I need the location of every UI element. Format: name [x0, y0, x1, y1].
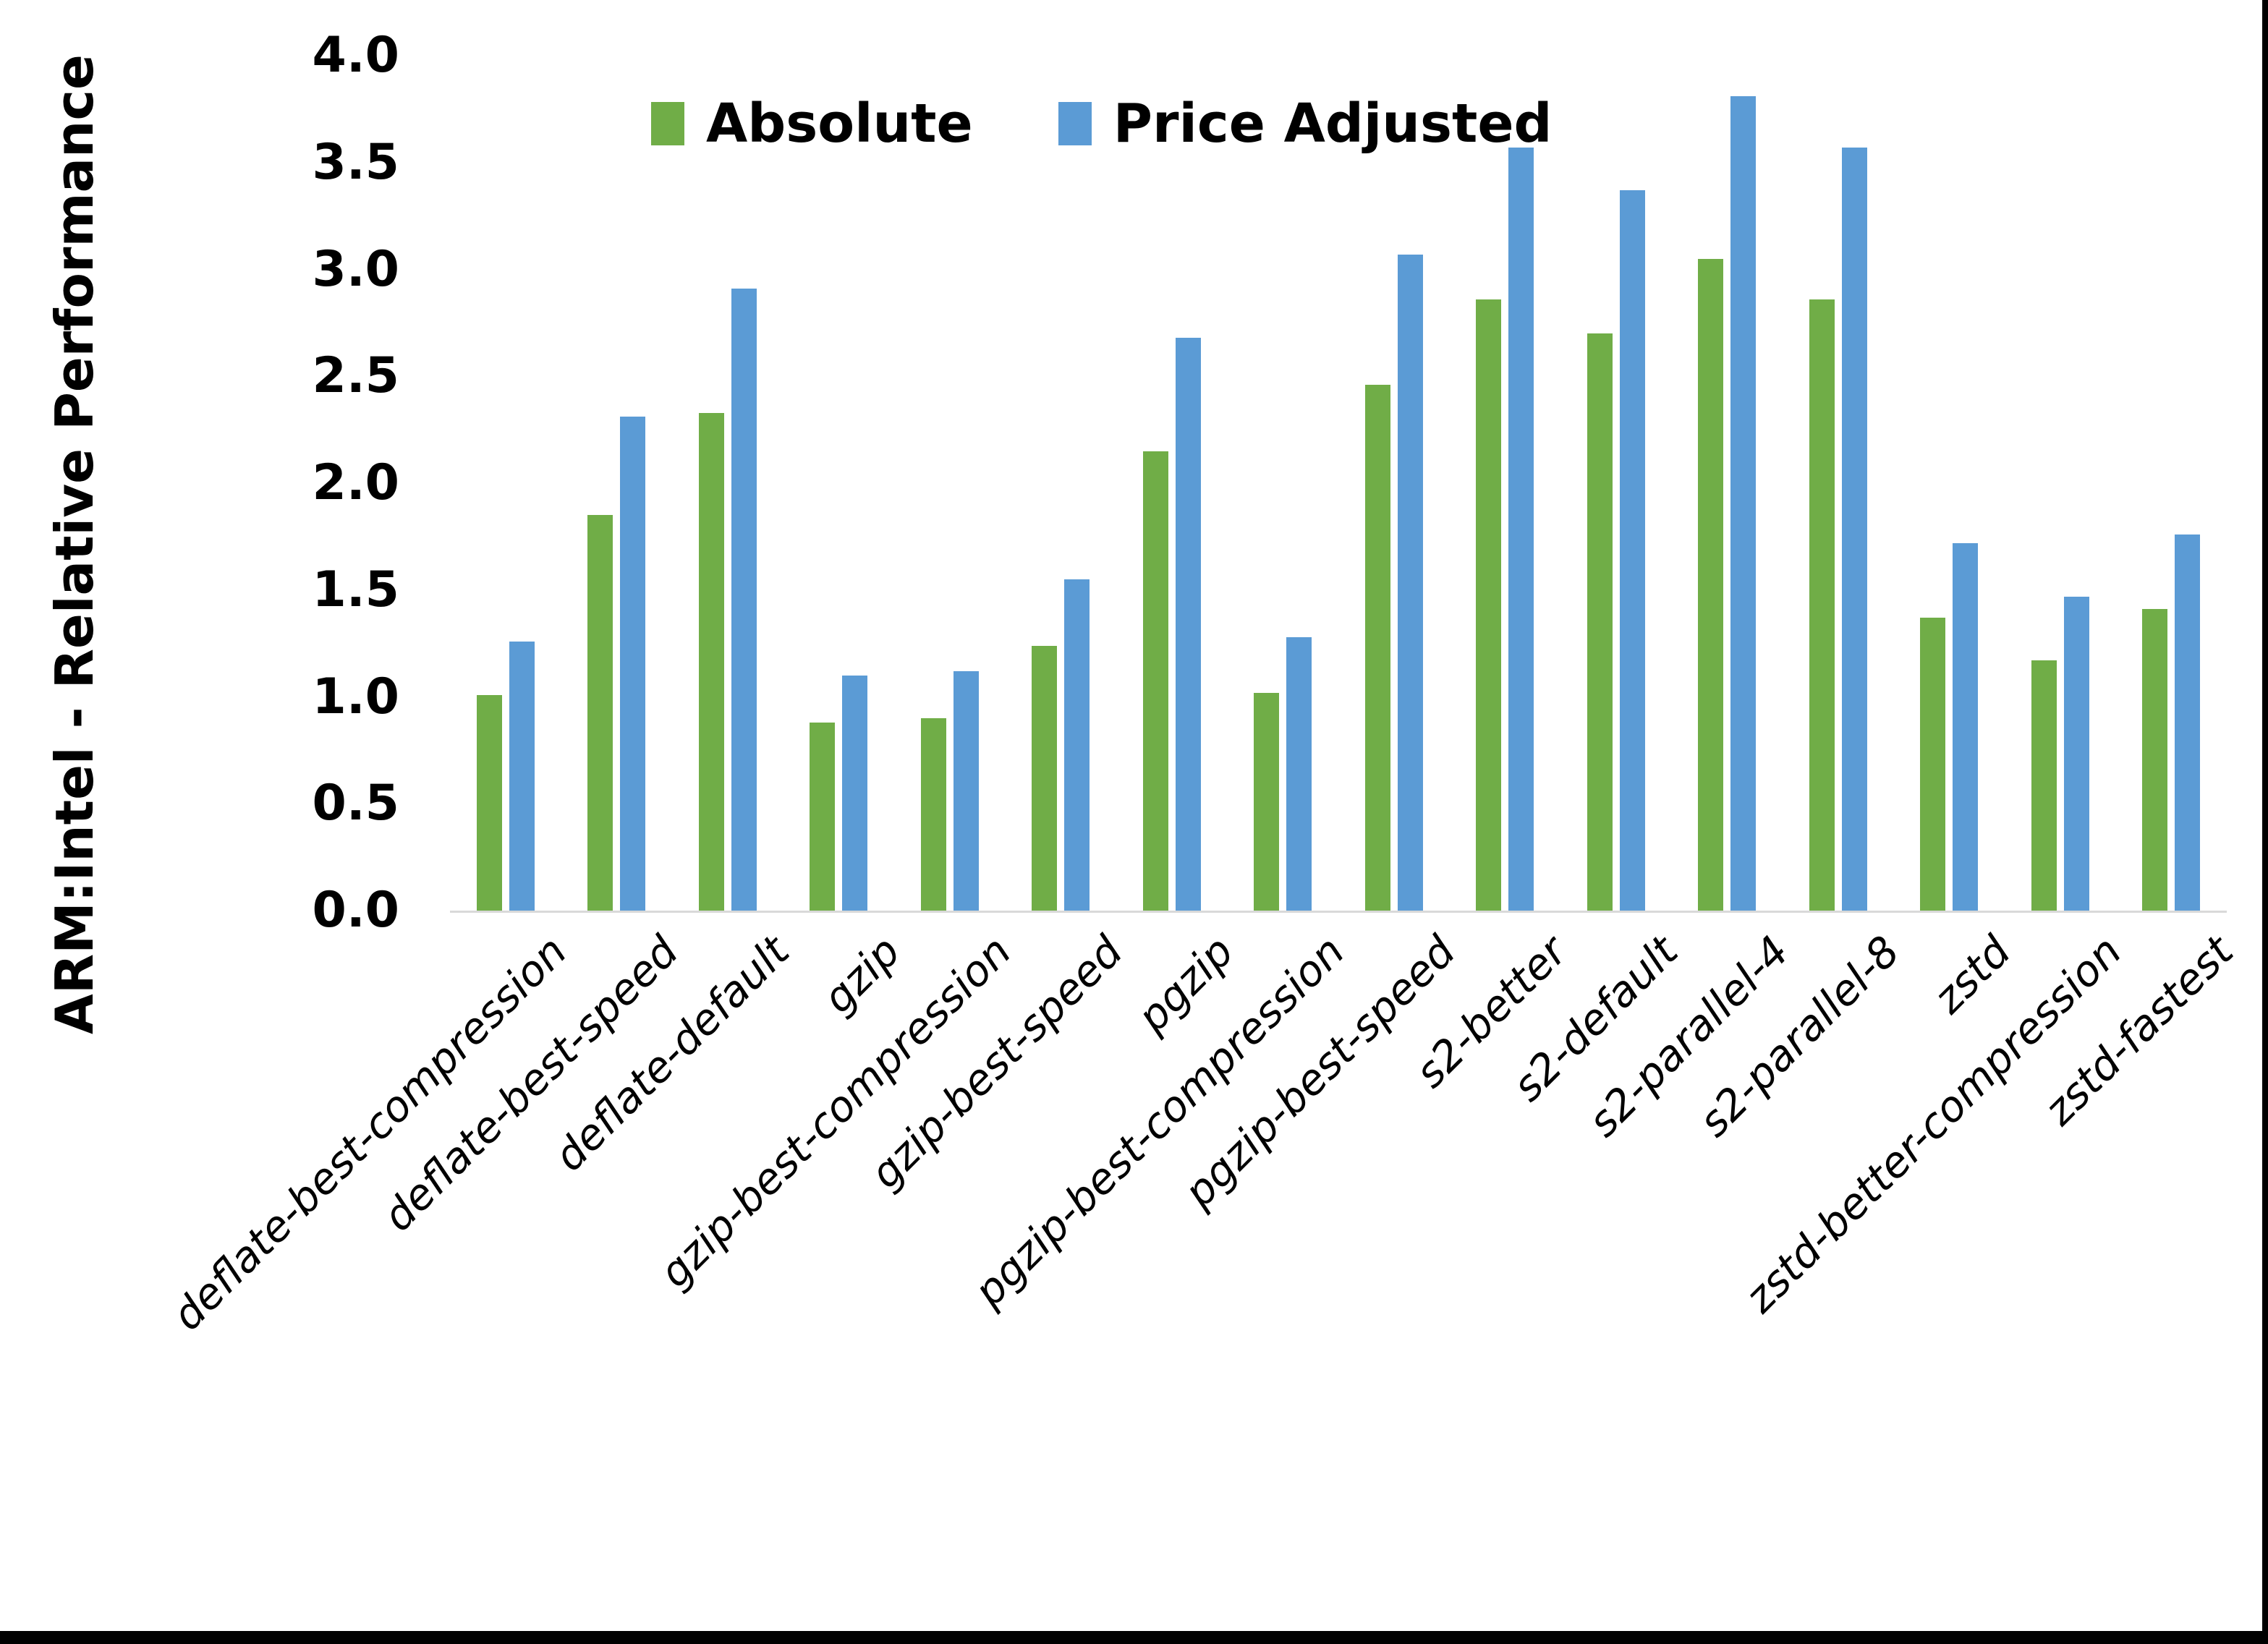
bar-absolute-s2-better [1476, 299, 1502, 911]
bar-price-adjusted-s2-better [1508, 148, 1534, 911]
bar-price-adjusted-zstd-better-compression [2063, 596, 2089, 911]
y-tick-label-0.5: 0.5 [312, 775, 399, 832]
y-tick-label-3.0: 3.0 [312, 240, 399, 298]
plot-area [450, 56, 2227, 913]
legend-item-absolute: Absolute [651, 93, 973, 155]
y-tick-label-1.0: 1.0 [312, 668, 399, 725]
bar-absolute-deflate-best-speed [587, 515, 613, 911]
legend: Absolute Price Adjusted [651, 93, 1553, 155]
legend-label-price-adjusted: Price Adjusted [1113, 93, 1553, 155]
bar-absolute-s2-default [1587, 333, 1613, 911]
bar-absolute-pgzip-best-speed [1364, 385, 1390, 911]
bar-price-adjusted-deflate-default [731, 289, 757, 911]
legend-swatch-absolute [651, 102, 684, 145]
bar-price-adjusted-pgzip-best-compression [1286, 636, 1312, 911]
bar-price-adjusted-s2-default [1619, 190, 1645, 911]
bar-price-adjusted-pgzip [1175, 338, 1201, 911]
bar-absolute-gzip-best-speed [1032, 645, 1058, 911]
bar-price-adjusted-s2-parallel-8 [1841, 148, 1867, 911]
bar-price-adjusted-s2-parallel-4 [1730, 96, 1757, 911]
bar-price-adjusted-deflate-best-compression [509, 641, 535, 911]
legend-swatch-price-adjusted [1058, 102, 1092, 145]
y-tick-label-2.5: 2.5 [312, 347, 399, 405]
y-tick-label-2.0: 2.0 [312, 454, 399, 511]
bar-absolute-zstd-fastest [2142, 609, 2168, 911]
bar-absolute-zstd [1920, 618, 1946, 911]
y-tick-label-3.5: 3.5 [312, 133, 399, 191]
bar-absolute-gzip-best-compression [920, 718, 946, 911]
bar-price-adjusted-gzip-best-speed [1064, 579, 1090, 911]
bar-price-adjusted-zstd-fastest [2175, 534, 2201, 911]
bar-price-adjusted-zstd [1953, 542, 1979, 911]
legend-item-price-adjusted: Price Adjusted [1058, 93, 1553, 155]
bar-price-adjusted-gzip [842, 675, 868, 911]
bar-absolute-pgzip [1142, 451, 1168, 911]
bar-absolute-deflate-default [698, 412, 724, 911]
bar-price-adjusted-gzip-best-compression [953, 671, 979, 911]
bar-absolute-pgzip-best-compression [1254, 692, 1280, 911]
x-tick-label-zstd: zstd [1924, 927, 2021, 1023]
bar-absolute-gzip [810, 722, 836, 911]
y-tick-label-4.0: 4.0 [312, 27, 399, 84]
x-axis-line [450, 911, 2227, 913]
y-tick-label-0.0: 0.0 [312, 882, 399, 939]
y-tick-label-1.5: 1.5 [312, 561, 399, 618]
bar-price-adjusted-pgzip-best-speed [1397, 254, 1423, 911]
x-tick-label-gzip: gzip [813, 927, 910, 1023]
bar-absolute-s2-parallel-8 [1809, 299, 1835, 911]
bar-absolute-zstd-better-compression [2031, 660, 2057, 911]
bar-price-adjusted-deflate-best-speed [620, 417, 646, 911]
bar-absolute-deflate-best-compression [476, 694, 502, 911]
legend-label-absolute: Absolute [706, 93, 973, 155]
bar-absolute-s2-parallel-4 [1698, 258, 1724, 911]
